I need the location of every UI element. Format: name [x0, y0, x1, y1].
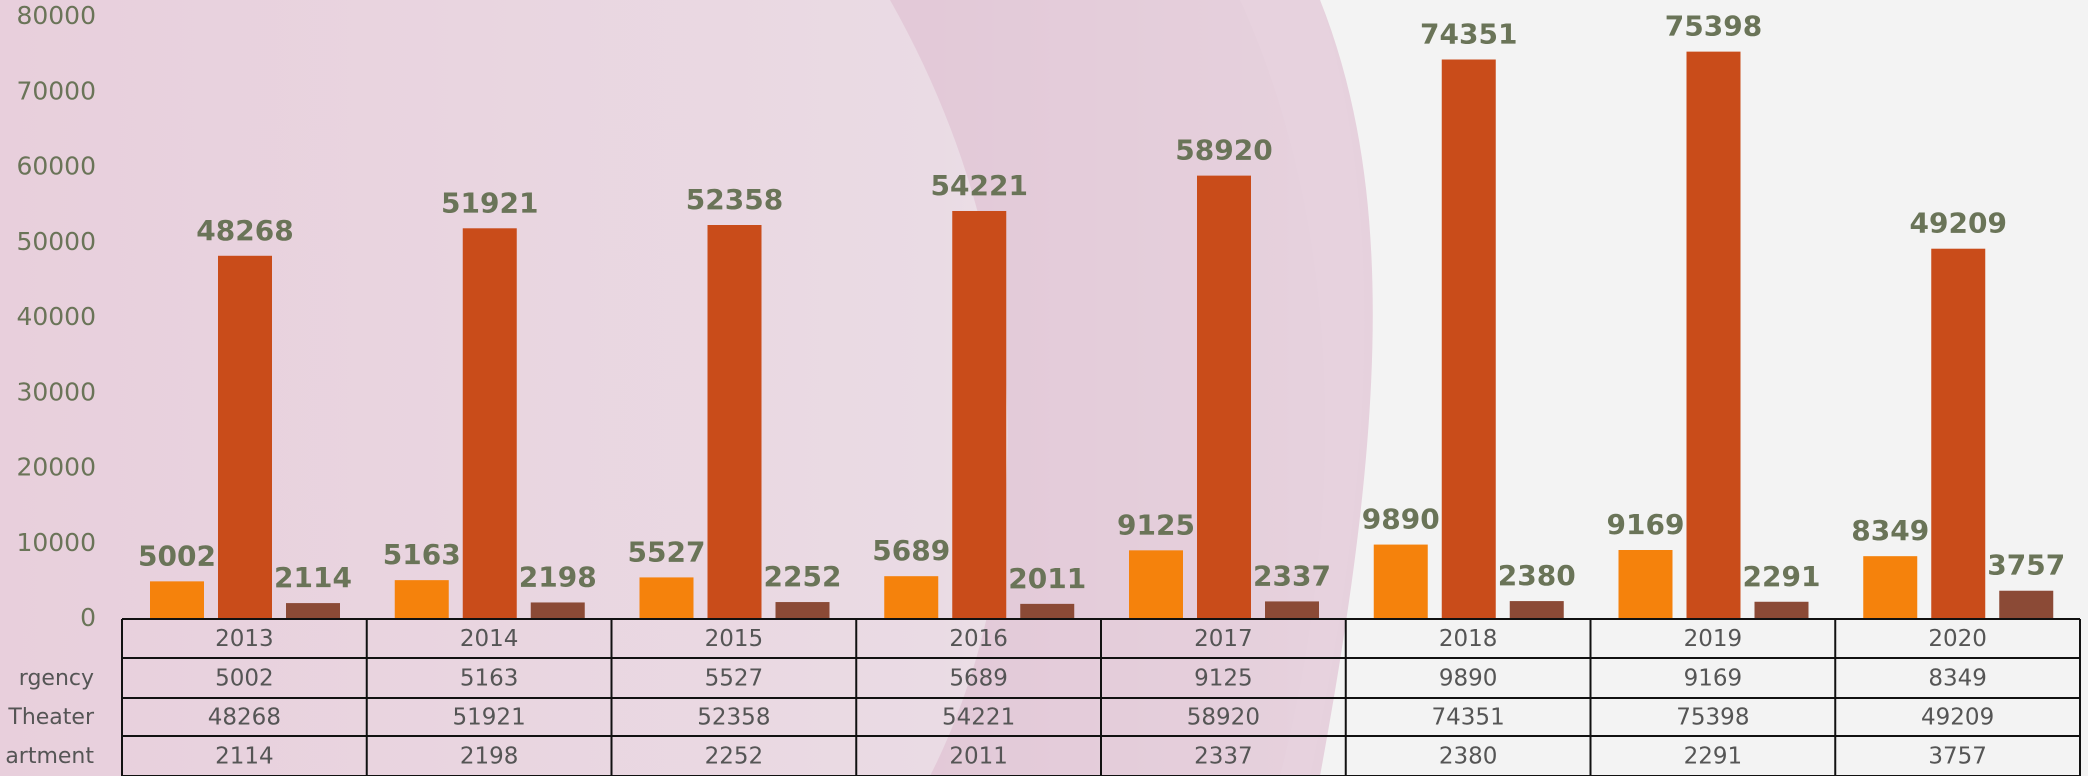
bar	[1020, 603, 1075, 619]
bar	[1509, 601, 1564, 619]
data-label: 74351	[1420, 18, 1517, 51]
table-cell: 74351	[1432, 705, 1505, 731]
x-tick-label: 2014	[460, 626, 519, 652]
bar	[462, 228, 517, 619]
data-label: 2198	[519, 560, 597, 593]
data-label: 5689	[872, 534, 950, 567]
table-cell: 5163	[460, 666, 519, 692]
y-tick-label: 70000	[16, 76, 96, 105]
bar	[150, 581, 204, 619]
table-cell: 2252	[705, 744, 764, 770]
bar	[1265, 601, 1319, 619]
data-label: 2291	[1743, 560, 1821, 593]
table-cell: 5002	[215, 666, 274, 692]
y-tick-label: 30000	[16, 377, 96, 406]
data-label: 2337	[1253, 559, 1331, 592]
table-cell: 2114	[215, 744, 274, 770]
data-label: 9890	[1362, 503, 1440, 536]
table-cell: 51921	[453, 705, 526, 731]
y-tick-label: 50000	[16, 227, 96, 256]
table-cell: 54221	[942, 705, 1015, 731]
x-tick-label: 2016	[949, 626, 1008, 652]
data-label: 51921	[441, 186, 538, 219]
table-cell: 2011	[949, 744, 1008, 770]
bar	[1373, 544, 1428, 619]
bar	[1129, 550, 1183, 619]
background-swoosh	[1240, 0, 1365, 776]
table-cell: 3757	[1928, 744, 1987, 770]
data-label: 9125	[1117, 508, 1195, 541]
table-cell: 5689	[949, 666, 1008, 692]
bar	[1618, 550, 1673, 619]
bar	[1863, 556, 1918, 619]
y-tick-label: 80000	[16, 1, 96, 30]
bar	[775, 602, 830, 619]
table-cell: 8349	[1928, 666, 1987, 692]
table-cell: 2380	[1439, 744, 1498, 770]
x-tick-label: 2015	[705, 626, 764, 652]
data-label: 54221	[931, 169, 1028, 202]
table-cell: 49209	[1921, 705, 1994, 731]
legend-label: rgency	[19, 666, 94, 691]
data-label: 75398	[1665, 10, 1762, 43]
x-tick-label: 2019	[1684, 626, 1743, 652]
bar	[1754, 601, 1809, 619]
bar	[1441, 59, 1496, 619]
y-tick-label: 10000	[16, 528, 96, 557]
table-cell: 52358	[697, 705, 770, 731]
data-label: 48268	[196, 214, 293, 247]
y-tick-label: 60000	[16, 152, 96, 181]
data-label: 3757	[1987, 549, 2065, 582]
data-label: 8349	[1851, 514, 1929, 547]
table-cell: 9125	[1194, 666, 1253, 692]
x-tick-label: 2017	[1194, 626, 1253, 652]
table-cell: 75398	[1676, 705, 1749, 731]
bar	[1999, 590, 2054, 619]
background-swoosh	[890, 0, 1373, 776]
table-cell: 48268	[208, 705, 281, 731]
x-tick-label: 2013	[215, 626, 274, 652]
data-label: 49209	[1910, 207, 2007, 240]
legend-label: n Theater	[0, 705, 95, 730]
x-tick-label: 2018	[1439, 626, 1498, 652]
x-tick-label: 2020	[1928, 626, 1987, 652]
y-tick-label: 40000	[16, 302, 96, 331]
bar	[286, 603, 340, 619]
bar	[884, 576, 939, 619]
bar	[218, 255, 272, 619]
bar	[639, 577, 694, 619]
data-label: 5527	[628, 535, 706, 568]
table-cell: 9169	[1684, 666, 1743, 692]
data-label: 2380	[1498, 559, 1576, 592]
y-tick-label: 0	[80, 603, 96, 632]
table-cell: 2198	[460, 744, 519, 770]
table-cell: 2337	[1194, 744, 1253, 770]
data-label: 52358	[686, 183, 783, 216]
table-cell: 5527	[705, 666, 764, 692]
data-label: 58920	[1175, 134, 1272, 167]
y-tick-label: 20000	[16, 453, 96, 482]
bar	[1197, 175, 1251, 619]
data-label: 5163	[383, 538, 461, 571]
bar	[707, 225, 762, 619]
table-cell: 58920	[1187, 705, 1260, 731]
data-label: 2011	[1008, 562, 1086, 595]
data-label: 2114	[274, 561, 352, 594]
table-cell: 9890	[1439, 666, 1498, 692]
bar	[530, 602, 585, 619]
table-cell: 2291	[1684, 744, 1743, 770]
data-label: 9169	[1607, 508, 1685, 541]
bar	[1686, 51, 1741, 619]
data-label: 5002	[138, 539, 216, 572]
legend-label: artment	[5, 744, 94, 769]
bar	[952, 210, 1007, 619]
bar	[1931, 248, 1986, 619]
bar	[394, 580, 449, 619]
data-label: 2252	[764, 560, 842, 593]
